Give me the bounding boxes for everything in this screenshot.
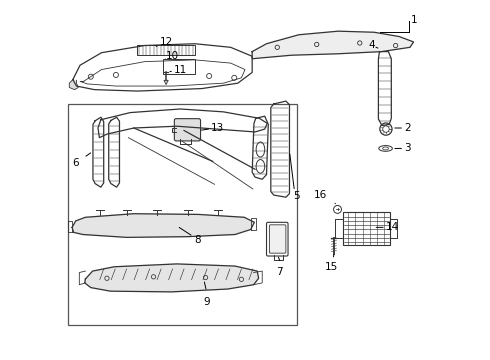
Text: 7: 7 [276, 267, 283, 277]
Bar [163, 59, 195, 74]
Text: 1: 1 [411, 15, 417, 26]
Polygon shape [72, 214, 254, 237]
Bar [343, 212, 390, 245]
Text: 9: 9 [203, 297, 210, 307]
Text: 6: 6 [73, 158, 79, 168]
Text: 13: 13 [211, 123, 224, 132]
Ellipse shape [383, 147, 389, 150]
FancyBboxPatch shape [267, 222, 288, 256]
Text: 14: 14 [386, 222, 399, 232]
Ellipse shape [256, 159, 265, 173]
Text: 16: 16 [314, 190, 327, 201]
Text: 12: 12 [160, 37, 173, 47]
Ellipse shape [379, 145, 392, 151]
Text: 2: 2 [404, 123, 411, 133]
Text: 11: 11 [174, 64, 187, 75]
Text: 4: 4 [368, 40, 375, 50]
Polygon shape [164, 80, 168, 85]
Text: 15: 15 [325, 262, 338, 272]
Ellipse shape [256, 142, 265, 157]
Polygon shape [69, 80, 78, 90]
Polygon shape [252, 31, 414, 59]
Text: 8: 8 [194, 235, 201, 245]
Polygon shape [85, 264, 259, 292]
FancyBboxPatch shape [174, 119, 200, 141]
Text: 3: 3 [404, 143, 411, 153]
Text: 10: 10 [166, 50, 179, 60]
Bar [137, 45, 195, 55]
FancyBboxPatch shape [270, 225, 286, 253]
Text: 5: 5 [294, 191, 300, 201]
Bar [68, 104, 296, 325]
